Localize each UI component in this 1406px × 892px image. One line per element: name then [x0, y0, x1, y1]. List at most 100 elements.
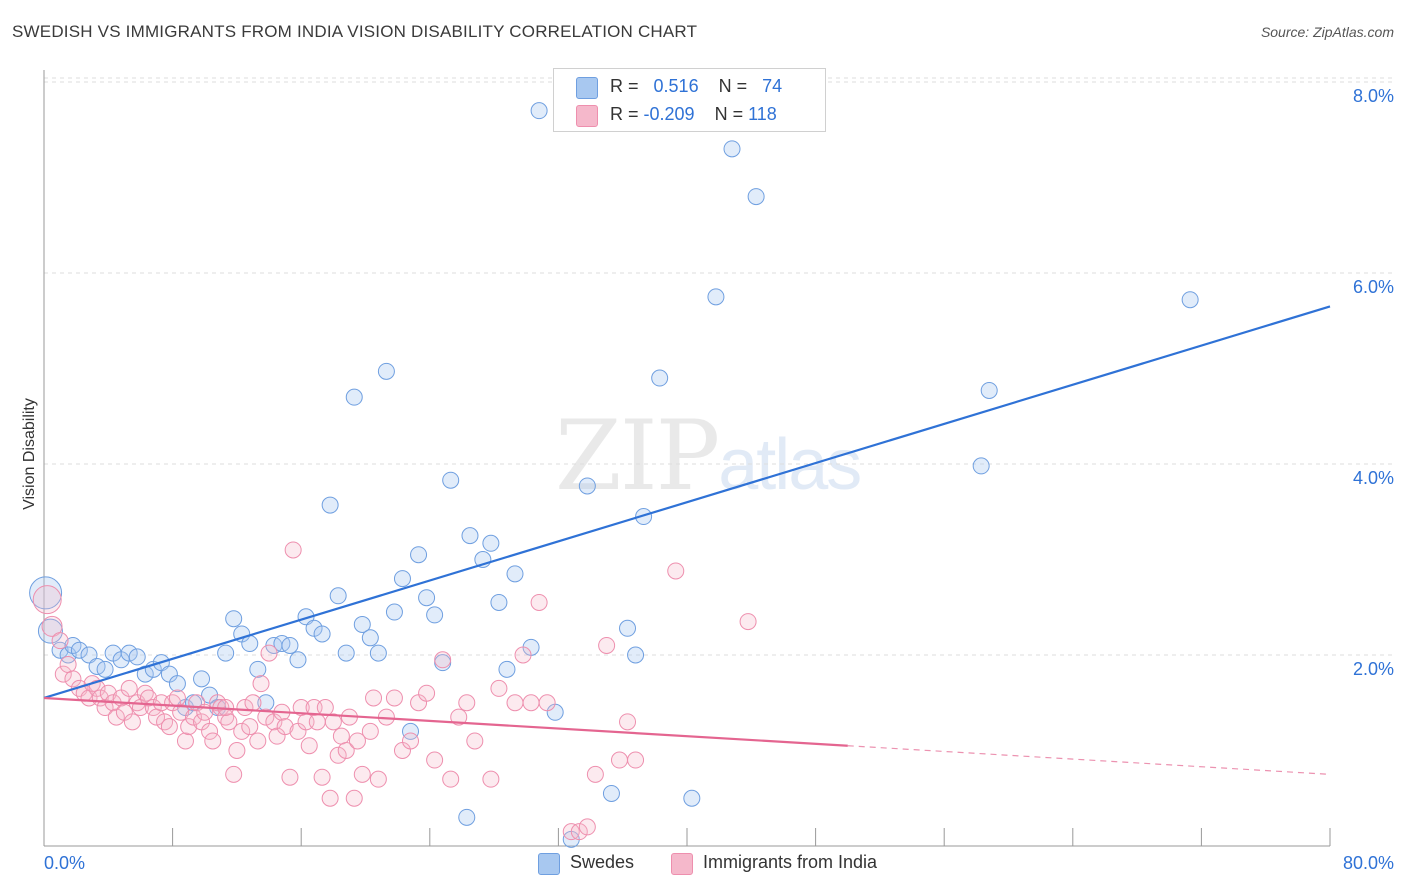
y-tick-label-6: 6.0% — [1352, 277, 1394, 297]
swedes-point — [193, 670, 211, 688]
india-point — [160, 718, 178, 736]
india-point — [184, 708, 202, 726]
india-point — [249, 732, 267, 750]
bottom-legend-label-swedes: Swedes — [570, 852, 635, 872]
swedes-point — [402, 722, 420, 740]
india-point — [332, 727, 350, 745]
swedes-point — [426, 606, 444, 624]
swedes-point — [321, 496, 339, 514]
swedes-point — [345, 388, 363, 406]
india-point — [316, 699, 334, 717]
swedes-point — [329, 587, 347, 605]
india-point — [345, 789, 363, 807]
india-point — [514, 646, 532, 664]
india-point — [168, 689, 186, 707]
swedes-point — [627, 646, 645, 664]
india-point — [369, 770, 387, 788]
india-point — [225, 765, 243, 783]
india-point — [252, 675, 270, 693]
swedes-point — [393, 570, 411, 588]
india-point — [353, 765, 371, 783]
india-point — [176, 732, 194, 750]
swedes-point — [482, 534, 500, 552]
india-point — [244, 694, 262, 712]
swedes-trend-line — [43, 305, 1331, 700]
india-point — [233, 722, 251, 740]
swedes-point — [217, 644, 235, 662]
swedes-point — [70, 641, 88, 659]
india-point — [136, 684, 154, 702]
india-point — [51, 632, 69, 650]
india-point — [522, 694, 540, 712]
swedes-point — [369, 644, 387, 662]
watermark-zip: ZIP — [555, 400, 720, 512]
correlation-legend: R = 0.516 N = 74 R = -0.209 N = 118 — [553, 68, 826, 132]
india-point — [54, 665, 72, 683]
india-point — [586, 765, 604, 783]
legend-text-india: R = -0.209 N = 118 — [610, 104, 777, 125]
india-point — [276, 718, 294, 736]
india-point — [220, 713, 238, 731]
swedes-point — [683, 789, 701, 807]
swedes-point — [651, 369, 669, 387]
india-point — [426, 751, 444, 769]
india-point — [172, 703, 190, 721]
swedes-point — [498, 660, 516, 678]
india-point — [107, 708, 125, 726]
india-point — [156, 713, 174, 731]
swedes-point — [128, 648, 146, 666]
india-point — [324, 713, 342, 731]
x-axis-min-label: 0.0% — [44, 853, 86, 873]
india-point — [241, 718, 259, 736]
swedes-point — [980, 381, 998, 399]
legend-n-label: N = — [718, 76, 748, 96]
swedes-point — [361, 629, 379, 647]
india-point — [450, 708, 468, 726]
swedes-point — [418, 589, 436, 607]
legend-n-label: N = — [714, 104, 744, 124]
legend-swatch-swedes — [576, 77, 598, 99]
bottom-legend-swatch-india — [671, 853, 693, 875]
india-trend-line — [43, 696, 848, 747]
legend-r-value-india: -0.209 — [643, 104, 695, 124]
india-point — [667, 562, 685, 580]
swedes-point — [506, 565, 524, 583]
india-point — [209, 694, 227, 712]
swedes-point — [442, 471, 460, 489]
swedes-point — [377, 362, 395, 380]
india-point — [284, 541, 302, 559]
legend-text-swedes: R = 0.516 N = 74 — [610, 76, 782, 97]
india-trend-extension — [847, 745, 1331, 775]
y-tick-label-8: 8.0% — [1352, 86, 1394, 106]
india-point — [361, 722, 379, 740]
india-point — [434, 651, 452, 669]
swedes-point — [602, 784, 620, 802]
india-point — [120, 679, 138, 697]
india-point — [64, 670, 82, 688]
swedes-point — [225, 610, 243, 628]
swedes-point — [168, 675, 186, 693]
swedes-point — [747, 188, 765, 206]
swedes-point — [530, 102, 548, 120]
y-tick-label-4: 4.0% — [1352, 468, 1394, 488]
chart-source: Source: ZipAtlas.com — [1260, 24, 1394, 40]
india-point — [482, 770, 500, 788]
india-point — [337, 742, 355, 759]
india-point — [281, 768, 299, 786]
india-point — [329, 746, 347, 764]
india-point — [402, 732, 420, 750]
india-point — [300, 737, 318, 755]
india-point — [59, 656, 77, 674]
swedes-point — [29, 576, 63, 610]
x-axis-max-label: 80.0% — [1342, 853, 1394, 873]
india-point — [308, 713, 326, 731]
india-point — [260, 644, 278, 662]
swedes-point — [51, 641, 69, 659]
swedes-point — [281, 636, 299, 654]
swedes-point — [249, 660, 267, 678]
legend-swatch-india — [576, 105, 598, 127]
india-point — [598, 636, 616, 654]
india-point — [578, 818, 596, 836]
swedes-point — [37, 618, 63, 644]
